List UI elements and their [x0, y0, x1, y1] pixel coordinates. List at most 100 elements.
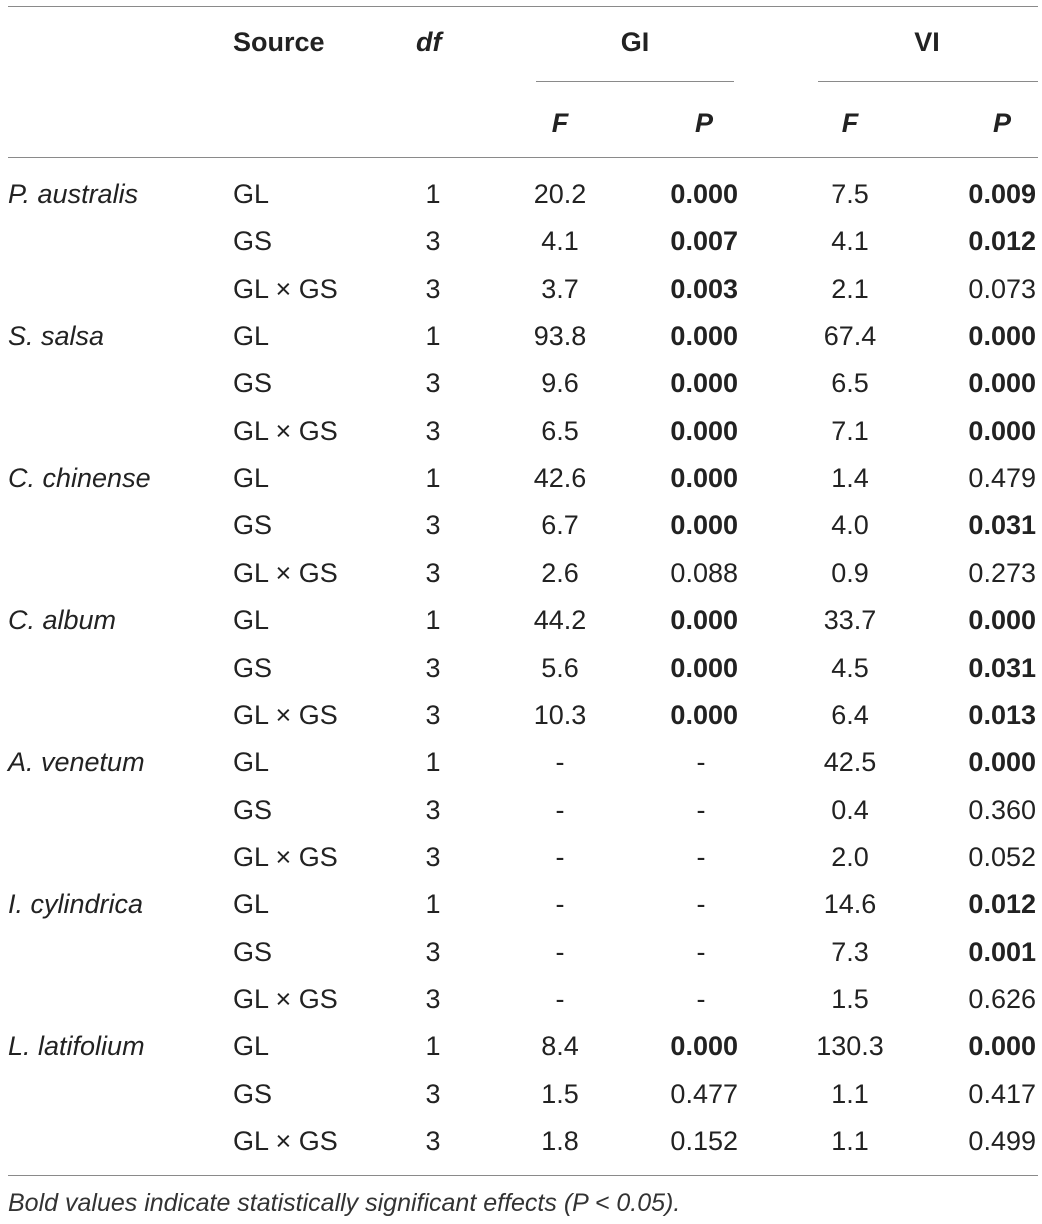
cell-vi-p: 0.273	[968, 558, 1036, 588]
cell-vi-f: 4.0	[831, 510, 869, 540]
cell-vi-f: 7.1	[831, 416, 869, 446]
cell-species: C. album	[8, 605, 117, 635]
cell-gi-p: -	[696, 747, 706, 777]
cell-vi-f: 42.5	[823, 747, 877, 777]
cell-vi-f: 130.3	[816, 1031, 884, 1061]
header-gi-f: F	[551, 108, 569, 138]
cell-source: GS	[233, 1079, 273, 1109]
cell-gi-f: -	[555, 842, 565, 872]
cell-vi-p: 0.001	[968, 937, 1036, 967]
cell-vi-f: 14.6	[823, 889, 877, 919]
cell-df: 3	[425, 558, 441, 588]
cell-source: GL × GS	[233, 274, 338, 304]
cell-df: 1	[425, 605, 441, 635]
cell-vi-p: 0.000	[968, 321, 1036, 351]
cell-df: 3	[425, 368, 441, 398]
cell-gi-f: 20.2	[533, 179, 587, 209]
cell-vi-p: 0.417	[968, 1079, 1036, 1109]
cell-vi-f: 67.4	[823, 321, 877, 351]
cell-gi-f: -	[555, 937, 565, 967]
cell-df: 3	[425, 1126, 441, 1156]
header-bottom-rule	[8, 157, 1038, 158]
cell-vi-f: 1.4	[831, 463, 869, 493]
cell-df: 3	[425, 416, 441, 446]
cell-vi-p: 0.479	[968, 463, 1036, 493]
cell-df: 1	[425, 179, 441, 209]
cell-vi-p: 0.031	[968, 510, 1036, 540]
cell-vi-p: 0.000	[968, 368, 1036, 398]
gi-group-rule	[536, 81, 734, 82]
cell-df: 3	[425, 842, 441, 872]
cell-gi-p: 0.000	[670, 368, 738, 398]
cell-vi-f: 33.7	[823, 605, 877, 635]
header-gi-p: P	[694, 108, 713, 138]
cell-species: P. australis	[8, 179, 139, 209]
cell-source: GL	[233, 463, 270, 493]
cell-gi-f: 44.2	[533, 605, 587, 635]
cell-gi-f: -	[555, 889, 565, 919]
cell-gi-p: 0.477	[670, 1079, 738, 1109]
cell-gi-p: 0.000	[670, 416, 738, 446]
cell-gi-f: 8.4	[541, 1031, 579, 1061]
cell-gi-p: 0.007	[670, 226, 738, 256]
cell-vi-p: 0.013	[968, 700, 1036, 730]
header-vi-f: F	[841, 108, 859, 138]
cell-vi-f: 0.9	[831, 558, 869, 588]
cell-df: 3	[425, 653, 441, 683]
cell-vi-f: 4.1	[831, 226, 869, 256]
cell-gi-p: 0.000	[670, 463, 738, 493]
cell-source: GL × GS	[233, 984, 338, 1014]
table-top-rule	[8, 6, 1038, 7]
cell-df: 3	[425, 274, 441, 304]
cell-gi-p: 0.000	[670, 321, 738, 351]
cell-df: 3	[425, 226, 441, 256]
cell-species: A. venetum	[8, 747, 145, 777]
cell-species: C. chinense	[8, 463, 151, 493]
cell-gi-f: 9.6	[541, 368, 579, 398]
cell-gi-f: 1.5	[541, 1079, 579, 1109]
cell-vi-f: 6.4	[831, 700, 869, 730]
cell-df: 1	[425, 889, 441, 919]
cell-source: GL	[233, 179, 270, 209]
cell-vi-p: 0.012	[968, 226, 1036, 256]
cell-vi-f: 0.4	[831, 795, 869, 825]
cell-source: GS	[233, 510, 273, 540]
cell-vi-f: 4.5	[831, 653, 869, 683]
cell-gi-f: 1.8	[541, 1126, 579, 1156]
cell-vi-p: 0.052	[968, 842, 1036, 872]
cell-df: 3	[425, 1079, 441, 1109]
cell-vi-p: 0.000	[968, 747, 1036, 777]
cell-species: I. cylindrica	[8, 889, 144, 919]
cell-gi-p: 0.088	[670, 558, 738, 588]
cell-source: GS	[233, 795, 273, 825]
cell-gi-p: 0.003	[670, 274, 738, 304]
cell-source: GS	[233, 937, 273, 967]
cell-gi-f: 3.7	[541, 274, 579, 304]
cell-df: 3	[425, 937, 441, 967]
header-vi: VI	[914, 27, 940, 57]
cell-vi-p: 0.626	[968, 984, 1036, 1014]
cell-gi-p: 0.000	[670, 510, 738, 540]
cell-source: GS	[233, 653, 273, 683]
cell-source: GL	[233, 747, 270, 777]
cell-gi-f: 93.8	[533, 321, 587, 351]
cell-species: S. salsa	[8, 321, 105, 351]
cell-source: GL × GS	[233, 842, 338, 872]
cell-gi-p: -	[696, 889, 706, 919]
cell-source: GS	[233, 226, 273, 256]
cell-gi-p: 0.000	[670, 179, 738, 209]
cell-gi-f: 2.6	[541, 558, 579, 588]
cell-gi-f: -	[555, 747, 565, 777]
cell-source: GS	[233, 368, 273, 398]
cell-gi-p: -	[696, 842, 706, 872]
cell-vi-f: 2.1	[831, 274, 869, 304]
vi-group-rule	[818, 81, 1038, 82]
cell-vi-p: 0.073	[968, 274, 1036, 304]
cell-gi-f: 6.5	[541, 416, 579, 446]
cell-vi-f: 2.0	[831, 842, 869, 872]
cell-gi-p: -	[696, 937, 706, 967]
cell-gi-f: 4.1	[541, 226, 579, 256]
cell-df: 3	[425, 510, 441, 540]
cell-df: 3	[425, 700, 441, 730]
cell-vi-p: 0.000	[968, 1031, 1036, 1061]
